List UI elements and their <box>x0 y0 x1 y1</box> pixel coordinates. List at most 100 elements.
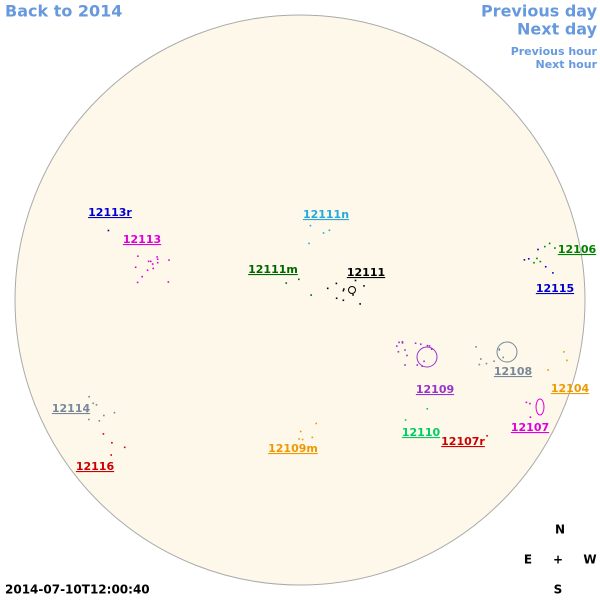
feature-dot <box>168 259 170 261</box>
feature-dot <box>110 454 113 456</box>
feature-contour <box>348 286 356 294</box>
feature-dot <box>98 420 101 422</box>
feature-dot <box>147 260 150 263</box>
feature-dot <box>92 402 95 405</box>
timestamp: 2014-07-10T12:00:40 <box>5 583 150 597</box>
feature-dot <box>308 242 310 245</box>
next-day-link[interactable]: Next day <box>517 20 598 39</box>
region-label[interactable]: 12111m <box>248 263 298 276</box>
region-label[interactable]: 12114 <box>52 402 91 415</box>
feature-dot <box>480 358 482 360</box>
feature-dot <box>416 364 419 366</box>
feature-dot <box>111 441 113 444</box>
region-label[interactable]: 12113 <box>123 233 161 246</box>
feature-dot <box>88 418 90 421</box>
feature-dot <box>311 436 314 439</box>
feature-dot <box>134 266 137 269</box>
feature-dot <box>315 422 318 425</box>
region-label[interactable]: 12113r <box>88 206 132 219</box>
feature-dot <box>536 257 538 260</box>
feature-dot <box>352 294 354 296</box>
back-link[interactable]: Back to 2014 <box>5 2 122 21</box>
feature-dot <box>363 285 365 287</box>
feature-dot <box>566 359 568 362</box>
feature-dot <box>404 364 406 366</box>
feature-dot <box>152 267 155 270</box>
feature-dot <box>86 410 88 413</box>
feature-dot <box>398 341 400 344</box>
feature-dot <box>107 229 110 232</box>
compass-north: N <box>555 523 565 537</box>
feature-dot <box>309 224 312 227</box>
feature-dot <box>328 229 331 232</box>
feature-dot <box>156 261 159 264</box>
feature-dot <box>151 263 154 265</box>
region-label[interactable]: 12109m <box>268 442 318 455</box>
feature-dot <box>113 411 116 414</box>
region-label[interactable]: 12110 <box>402 426 441 439</box>
feature-dot <box>301 438 304 441</box>
region-label[interactable]: 12109 <box>416 383 454 396</box>
region-labels: 12113r 12111n 12113 12106 12111m 12111 12115 12… <box>52 206 597 473</box>
feature-dot <box>404 349 406 351</box>
feature-dot <box>554 247 556 249</box>
feature-dot <box>406 354 408 357</box>
feature-dot <box>136 281 139 284</box>
feature-dot <box>485 362 488 365</box>
feature-dot <box>359 303 361 305</box>
feature-dot <box>103 414 105 417</box>
feature-dot <box>102 433 105 435</box>
region-label[interactable]: 12116 <box>76 460 115 473</box>
previous-hour-link[interactable]: Previous hour <box>511 45 598 58</box>
feature-dot <box>544 245 546 248</box>
feature-dot <box>156 258 159 261</box>
region-label[interactable]: 12106 <box>558 243 597 256</box>
feature-dot <box>527 258 530 260</box>
previous-day-link[interactable]: Previous day <box>481 2 598 21</box>
region-label[interactable]: 12111 <box>347 266 385 279</box>
region-label[interactable]: 12111n <box>303 208 349 221</box>
feature-dot <box>547 369 549 371</box>
feature-dot <box>404 419 407 421</box>
feature-dot <box>502 356 505 359</box>
region-label[interactable]: 12107r <box>441 435 485 448</box>
region-label[interactable]: 12104 <box>551 382 590 395</box>
region-label[interactable]: 12107 <box>511 421 549 434</box>
feature-dot <box>95 404 98 406</box>
compass-east: E <box>524 553 532 567</box>
feature-dot <box>123 446 126 449</box>
feature-dot <box>548 242 551 245</box>
feature-dot <box>156 256 158 258</box>
feature-dot <box>493 360 495 363</box>
feature-dot <box>426 344 429 347</box>
region-label[interactable]: 12115 <box>536 282 574 295</box>
feature-dot <box>285 282 288 284</box>
region-label[interactable]: 12108 <box>494 365 532 378</box>
feature-dot <box>498 349 501 351</box>
feature-dot <box>523 259 526 261</box>
feature-dot <box>475 346 477 348</box>
feature-dot <box>401 341 404 343</box>
feature-dot <box>335 282 338 285</box>
feature-dot <box>414 342 417 345</box>
feature-dot <box>137 255 139 258</box>
features <box>86 224 568 456</box>
solar-disk <box>14 14 586 586</box>
feature-dot <box>537 248 539 251</box>
feature-dot <box>430 348 433 351</box>
feature-dot <box>149 260 152 263</box>
feature-dot <box>397 350 400 353</box>
feature-dot <box>533 261 535 264</box>
feature-dot <box>478 363 481 366</box>
feature-dot <box>310 294 312 296</box>
feature-dot <box>342 299 345 302</box>
feature-contour <box>416 346 438 368</box>
feature-dot <box>401 342 404 344</box>
next-hour-link[interactable]: Next hour <box>536 58 598 71</box>
feature-dot <box>335 297 338 300</box>
compass-center: + <box>553 553 563 567</box>
feature-dot <box>539 260 542 263</box>
feature-dot <box>426 407 429 410</box>
compass-west: W <box>583 553 596 567</box>
